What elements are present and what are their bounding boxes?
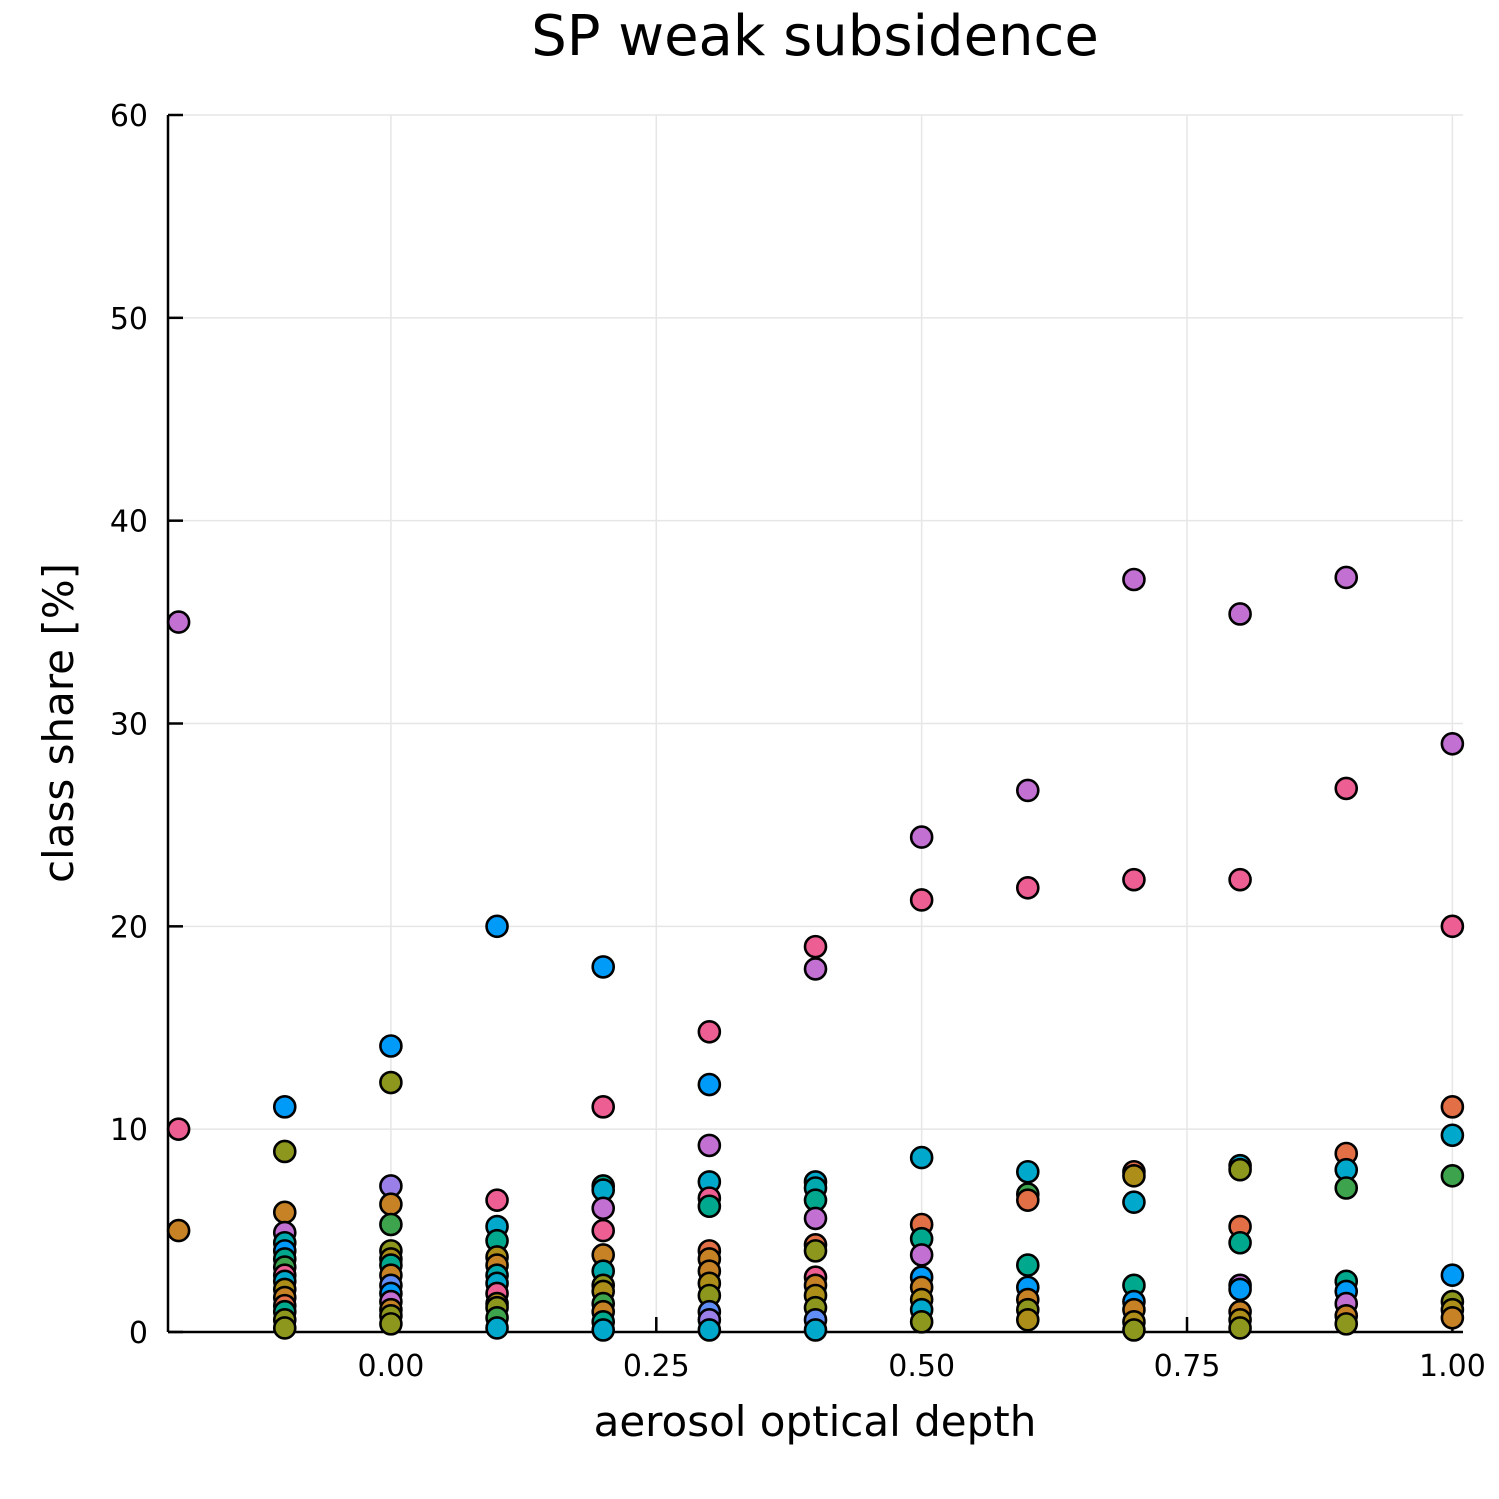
- x-tick-label: 0.50: [888, 1349, 955, 1384]
- x-axis-label: aerosol optical depth: [594, 1397, 1037, 1446]
- y-tick-label: 10: [110, 1113, 148, 1148]
- data-points: [166, 565, 1465, 1342]
- scatter-point: [485, 1188, 509, 1212]
- y-tick-label: 20: [110, 910, 148, 945]
- y-tick-label: 50: [110, 302, 148, 337]
- scatter-point: [1334, 1312, 1359, 1336]
- scatter-point: [1228, 1157, 1252, 1182]
- scatter-point: [379, 1070, 403, 1095]
- scatter-point: [591, 1218, 616, 1243]
- scatter-point: [166, 610, 191, 634]
- scatter-point: [697, 1133, 722, 1158]
- scatter-point: [1015, 778, 1040, 803]
- scatter-point: [909, 1145, 934, 1170]
- scatter-point: [1122, 867, 1146, 892]
- scatter-point: [803, 1206, 828, 1231]
- scatter-point: [803, 1318, 828, 1342]
- scatter-point: [1228, 602, 1252, 626]
- y-tick-label: 60: [110, 99, 148, 134]
- scatter-point: [1440, 1306, 1465, 1330]
- scatter-point: [272, 1200, 297, 1225]
- scatter-point: [591, 955, 616, 979]
- scatter-point: [909, 825, 934, 849]
- x-tick-label: 0.25: [623, 1349, 690, 1384]
- scatter-point: [1015, 875, 1040, 900]
- scatter-point: [379, 1192, 403, 1217]
- scatter-point: [1122, 1190, 1146, 1214]
- scatter-point: [1440, 1164, 1465, 1188]
- scatter-point: [909, 888, 934, 912]
- scatter-point: [1122, 1164, 1146, 1188]
- scatter-point: [166, 1218, 191, 1243]
- scatter-point: [1440, 914, 1465, 939]
- scatter-point: [379, 1034, 403, 1058]
- scatter-point: [909, 1243, 934, 1267]
- scatter-point: [1440, 1095, 1465, 1119]
- scatter-point: [379, 1212, 403, 1237]
- scatter-point: [379, 1312, 403, 1336]
- scatter-point: [591, 1196, 616, 1221]
- scatter-point: [166, 1117, 191, 1141]
- scatter-point: [697, 1194, 722, 1219]
- scatter-point: [485, 914, 509, 939]
- chart-title: SP weak subsidence: [531, 4, 1099, 69]
- x-tick-label: 0.00: [358, 1349, 425, 1384]
- y-tick-label: 0: [129, 1316, 148, 1351]
- scatter-point: [1015, 1159, 1040, 1184]
- scatter-point: [1228, 1230, 1252, 1255]
- y-axis-label: class share [%]: [34, 563, 83, 883]
- tick-labels: 0.00 0.25 0.50 0.75 1.00 0 10 20 30 40 50 60: [110, 99, 1486, 1384]
- y-tick-label: 40: [110, 505, 148, 540]
- scatter-point: [803, 934, 828, 959]
- scatter-point: [1228, 867, 1252, 892]
- scatter-point: [591, 1318, 616, 1342]
- scatter-point: [697, 1020, 722, 1044]
- scatter-point: [272, 1095, 297, 1119]
- grid-lines: [168, 114, 1463, 1333]
- scatter-point: [272, 1316, 297, 1340]
- y-tick-label: 30: [110, 708, 148, 743]
- scatter-point: [1334, 1176, 1359, 1200]
- scatter-point: [1334, 776, 1359, 801]
- scatter-point: [803, 1239, 828, 1263]
- scatter-point: [485, 1316, 509, 1340]
- scatter-point: [1228, 1316, 1252, 1340]
- scatter-point: [909, 1310, 934, 1334]
- scatter-point: [1122, 567, 1146, 592]
- scatter-point: [591, 1095, 616, 1119]
- scatter-point: [803, 957, 828, 981]
- scatter-point: [1334, 565, 1359, 590]
- x-tick-label: 1.00: [1419, 1349, 1486, 1384]
- scatter-point: [1440, 731, 1465, 756]
- scatter-point: [697, 1318, 722, 1342]
- scatter-point: [1228, 1277, 1252, 1302]
- scatter-point: [697, 1072, 722, 1097]
- scatter-point: [1122, 1318, 1146, 1342]
- x-tick-label: 0.75: [1154, 1349, 1221, 1384]
- scatter-point: [1440, 1263, 1465, 1288]
- scatter-point: [1440, 1123, 1465, 1148]
- scatter-point: [272, 1139, 297, 1164]
- scatter-point: [1015, 1188, 1040, 1212]
- scatter-point: [1015, 1253, 1040, 1277]
- scatter-point: [1015, 1308, 1040, 1332]
